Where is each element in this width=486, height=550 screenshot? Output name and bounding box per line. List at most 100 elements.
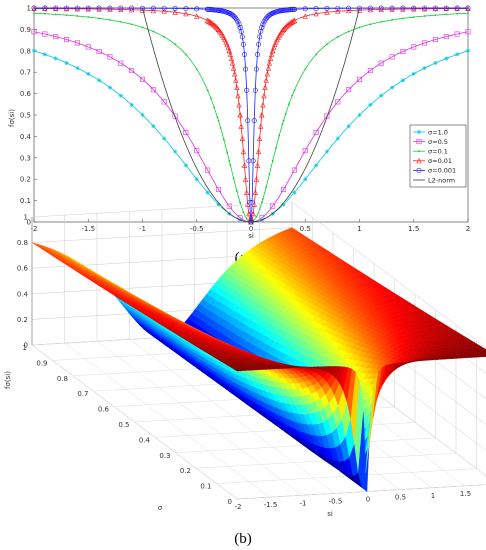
- data-point: [443, 34, 449, 40]
- si-tick-label-b: 1.5: [460, 490, 471, 498]
- data-point: [357, 112, 362, 118]
- data-point: [63, 5, 70, 12]
- data-point: [256, 135, 263, 141]
- data-point: [411, 71, 416, 77]
- data-point: [380, 20, 383, 23]
- data-point: [266, 60, 273, 66]
- data-point: [214, 25, 221, 31]
- data-point: [443, 5, 449, 11]
- data-point: [256, 41, 262, 47]
- data-point: [216, 202, 221, 207]
- data-point: [275, 147, 277, 149]
- data-point: [262, 198, 264, 200]
- data-point: [31, 5, 37, 12]
- data-point: [391, 19, 393, 21]
- data-point: [389, 85, 395, 90]
- x-axis-label-a: si: [248, 232, 254, 240]
- data-point: [268, 51, 275, 57]
- data-point: [253, 66, 259, 72]
- data-point: [239, 34, 245, 40]
- si-tick-label-b: 0.5: [395, 494, 406, 502]
- data-point: [205, 18, 212, 24]
- surface-patch: [480, 353, 486, 357]
- legend-box: [409, 124, 467, 188]
- data-point: [205, 190, 210, 195]
- y-tick-label-a: 0.3: [20, 154, 31, 162]
- data-point: [253, 176, 260, 182]
- data-point: [313, 6, 319, 12]
- data-point: [213, 106, 216, 109]
- sigma-tick-label-b: 1: [23, 344, 27, 352]
- data-point: [278, 29, 285, 35]
- data-point: [64, 5, 70, 11]
- data-point: [85, 6, 91, 12]
- legend-label: σ=0.01: [428, 157, 452, 165]
- data-point: [229, 164, 232, 167]
- data-point: [254, 162, 261, 168]
- data-point: [400, 78, 406, 83]
- data-point: [227, 51, 234, 57]
- data-point: [423, 15, 426, 17]
- y-axis-label-b: σ: [158, 504, 163, 512]
- data-point: [215, 186, 221, 192]
- data-point: [324, 5, 330, 11]
- data-point: [257, 34, 263, 40]
- data-point: [185, 53, 187, 56]
- data-point: [107, 6, 113, 12]
- z-tick-label-b: 0: [24, 342, 28, 350]
- data-point: [194, 6, 200, 12]
- data-point: [255, 148, 262, 155]
- data-point: [292, 190, 297, 195]
- data-point: [326, 43, 328, 46]
- data-point: [74, 5, 80, 11]
- data-point: [208, 19, 214, 26]
- data-point: [215, 26, 222, 32]
- data-point: [161, 5, 167, 11]
- sigma-tick-label-b: 0.6: [98, 406, 110, 414]
- data-point: [416, 129, 422, 135]
- data-point: [432, 5, 439, 12]
- data-point: [304, 68, 307, 71]
- data-point: [288, 103, 290, 106]
- data-point: [262, 84, 268, 91]
- sigma-tick-label-b: 0.7: [77, 390, 88, 398]
- data-point: [33, 12, 35, 15]
- data-point: [456, 12, 459, 15]
- data-point: [358, 26, 361, 29]
- data-point: [258, 123, 264, 129]
- data-point: [232, 177, 235, 180]
- data-point: [240, 148, 247, 155]
- sigma-tick-label-b: 0.2: [180, 467, 191, 475]
- data-point: [152, 30, 155, 33]
- data-point: [31, 48, 37, 53]
- data-point: [162, 136, 167, 141]
- data-point: [239, 201, 242, 204]
- line-chart-a: -2 -1.5 -1 -0.5 0 0.5 1 1.5 2 0 0.1 0.2 0.3 0.4 0.5 0.6…: [8, 5, 471, 266]
- data-point: [172, 149, 178, 154]
- data-point: [291, 17, 298, 24]
- si-tick-label-b: -1: [300, 499, 307, 507]
- data-point: [209, 20, 215, 26]
- data-point: [302, 148, 308, 154]
- data-point: [98, 17, 100, 20]
- data-point: [411, 44, 417, 50]
- data-point: [161, 8, 167, 14]
- data-point: [432, 5, 438, 11]
- data-point: [418, 150, 420, 153]
- data-point: [271, 159, 274, 162]
- surface-patch: [477, 346, 486, 351]
- data-point: [209, 97, 212, 100]
- data-point: [281, 202, 286, 207]
- data-point: [303, 177, 308, 182]
- data-point: [369, 23, 372, 26]
- data-point: [313, 163, 319, 168]
- data-point: [346, 5, 352, 11]
- data-point: [432, 37, 438, 43]
- data-point: [454, 31, 460, 37]
- data-point: [346, 87, 352, 93]
- data-point: [211, 22, 217, 28]
- data-point: [129, 68, 135, 74]
- data-point: [411, 6, 417, 12]
- data-point: [207, 18, 213, 25]
- sigma-tick-label-b: 0.3: [159, 452, 170, 460]
